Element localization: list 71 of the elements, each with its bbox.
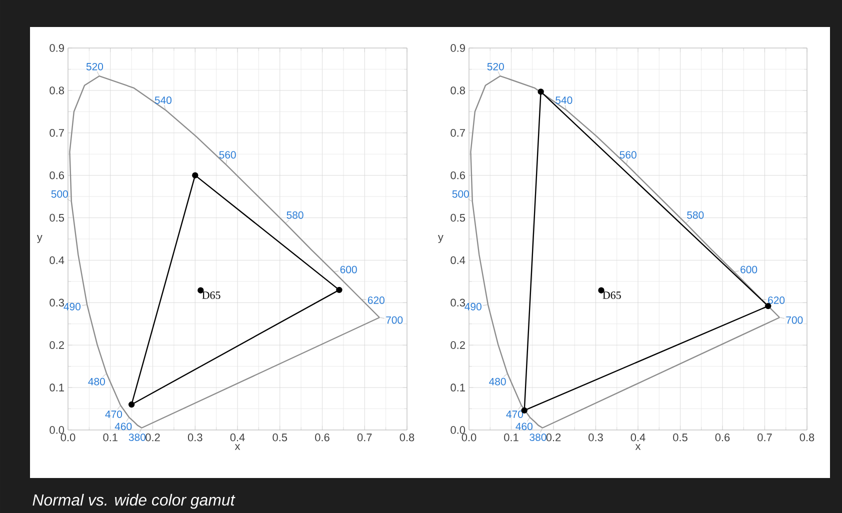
annotation: 500 <box>51 190 68 198</box>
annotation: 600 <box>740 266 758 274</box>
x-tick-label: 0.8 <box>800 434 814 442</box>
x-tick-label: 0.0 <box>60 434 76 442</box>
annotation: 490 <box>464 302 482 310</box>
x-tick-label: 0.7 <box>357 434 372 442</box>
annotation: 700 <box>386 316 403 324</box>
x-tick-label: 0.3 <box>588 434 603 442</box>
annotation: 520 <box>86 62 104 70</box>
annotation: 620 <box>768 296 785 304</box>
x-axis-title: x <box>234 444 240 450</box>
x-tick-label: 0.5 <box>673 434 688 442</box>
annotation: 460 <box>516 422 532 430</box>
annotation: 540 <box>556 96 572 104</box>
annotation: 560 <box>219 151 236 159</box>
y-tick-label: 0.8 <box>50 86 64 94</box>
x-tick-label: 0.6 <box>315 434 330 442</box>
annotation: 470 <box>105 410 122 418</box>
annotation: 580 <box>286 211 304 219</box>
annotation: 380 <box>530 434 546 441</box>
text: Normal vs. wide color gamut <box>32 494 236 509</box>
y-tick-label: 0.4 <box>50 256 64 264</box>
x-tick-label: 0.2 <box>546 434 561 442</box>
annotation: 700 <box>786 316 803 324</box>
x-tick-label: 0.4 <box>230 434 245 442</box>
annotation: 380 <box>128 434 146 441</box>
y-tick-label: 0.6 <box>50 171 64 180</box>
series-label: D65 <box>202 292 220 299</box>
annotation: 500 <box>452 190 469 198</box>
x-tick-label: 0.2 <box>146 434 160 442</box>
y-tick-label: 0.0 <box>450 426 466 434</box>
annotation: 460 <box>114 422 132 430</box>
annotation: 600 <box>340 266 357 274</box>
annotation: 560 <box>620 151 636 159</box>
y-tick-label: 0.7 <box>50 129 64 137</box>
y-tick-label: 0.0 <box>50 426 64 434</box>
x-tick-label: 0.5 <box>272 434 288 442</box>
y-tick-label: 0.5 <box>450 214 466 222</box>
y-tick-label: 0.9 <box>50 44 64 52</box>
y-tick-label: 0.2 <box>450 341 465 349</box>
annotation: 540 <box>154 96 172 104</box>
series-label: D65 <box>602 292 621 299</box>
annotation: 580 <box>687 211 704 219</box>
y-tick-label: 0.7 <box>450 129 465 137</box>
annotation: 490 <box>64 302 81 310</box>
y-tick-label: 0.3 <box>50 298 64 307</box>
y-axis-title: y <box>36 234 42 244</box>
x-axis-title: x <box>635 444 641 450</box>
y-tick-label: 0.3 <box>450 298 466 307</box>
annotation: 470 <box>506 410 524 418</box>
y-tick-label: 0.2 <box>50 341 64 349</box>
x-tick-label: 0.4 <box>630 434 646 442</box>
y-tick-label: 0.5 <box>50 214 64 222</box>
annotation: 520 <box>487 62 504 70</box>
x-tick-label: 0.8 <box>400 434 414 442</box>
x-tick-label: 0.3 <box>188 434 202 442</box>
y-tick-label: 0.4 <box>450 256 466 264</box>
y-tick-label: 0.1 <box>50 384 64 392</box>
x-tick-label: 0.0 <box>462 434 476 442</box>
y-tick-label: 0.1 <box>450 384 465 392</box>
y-tick-label: 0.9 <box>450 44 465 52</box>
x-tick-label: 0.1 <box>504 434 518 442</box>
y-tick-label: 0.6 <box>450 171 466 180</box>
annotation: 620 <box>368 296 384 304</box>
y-tick-label: 0.8 <box>450 86 466 94</box>
y-axis-title: y <box>438 234 444 244</box>
x-tick-label: 0.6 <box>715 434 730 442</box>
x-tick-label: 0.7 <box>758 434 772 442</box>
annotation: 480 <box>88 378 105 386</box>
x-tick-label: 0.1 <box>103 434 118 442</box>
annotation: 480 <box>489 378 506 386</box>
